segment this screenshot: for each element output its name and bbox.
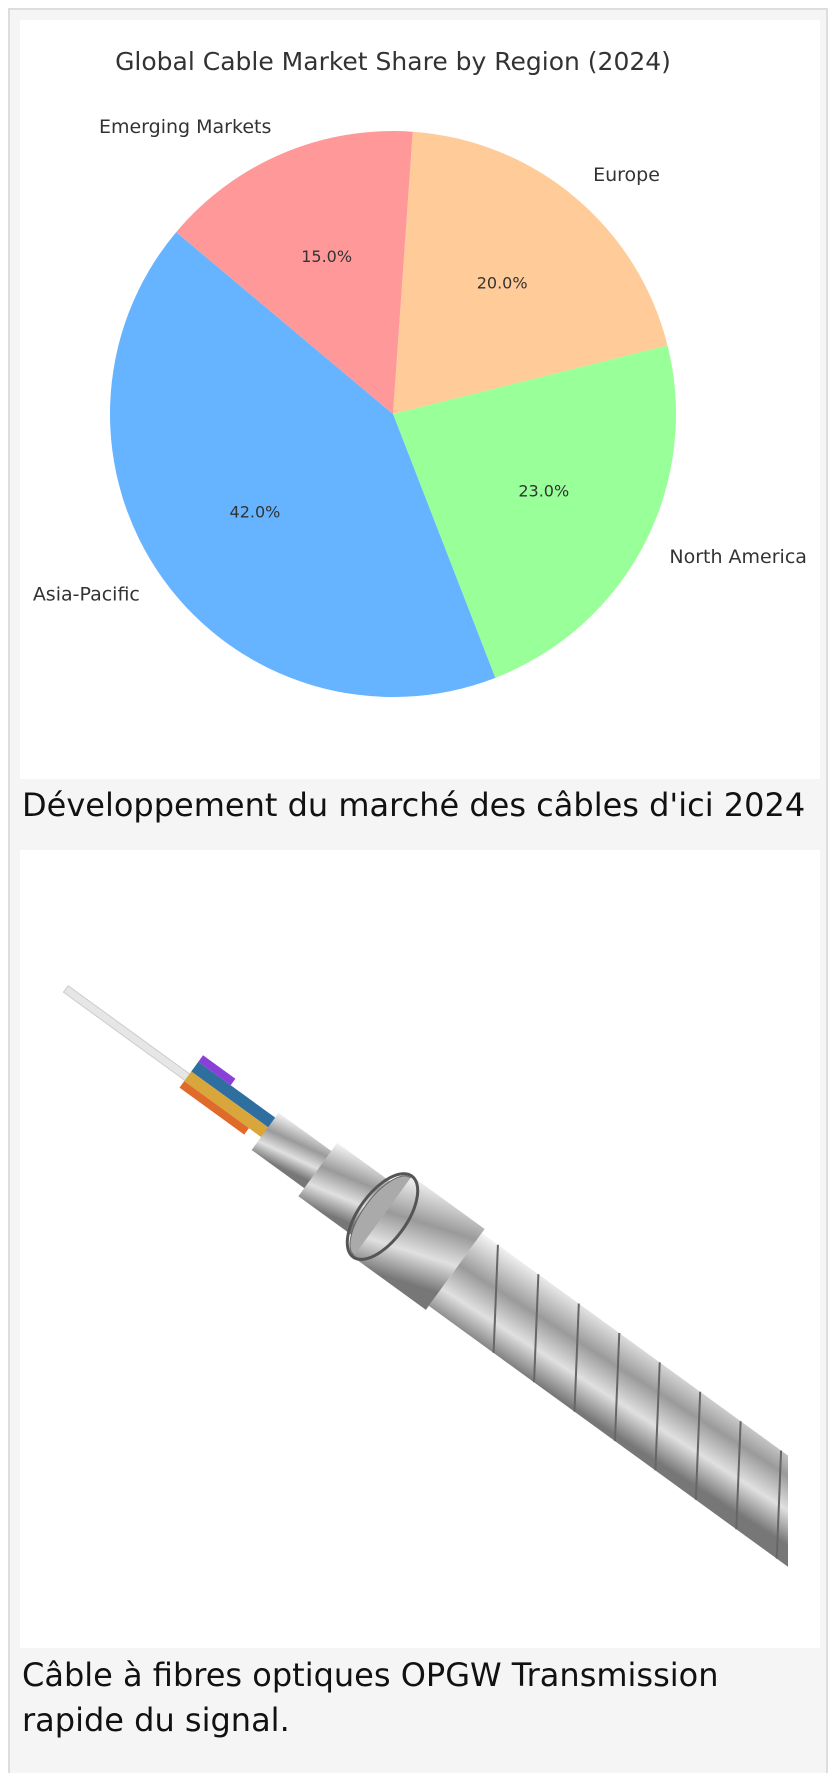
caption: Câble à fibres optiques OPGW Transmissio… [22,1653,812,1743]
cable-image [20,850,820,1648]
cable-drawing [38,947,820,1580]
slice-label: Emerging Markets [99,116,271,138]
chart-title: Global Cable Market Share by Region (202… [115,47,671,76]
slice-label: Europe [593,164,660,186]
value-label: 20.0% [477,273,528,292]
value-label: 23.0% [518,482,569,501]
value-label: 42.0% [230,502,281,521]
slice-label: North America [669,546,807,568]
value-label: 15.0% [301,247,352,266]
caption: Développement du marché des câbles d'ici… [22,783,812,828]
slice-label: Asia-Pacific [33,584,140,606]
chart: Global Cable Market Share by Region (202… [20,20,820,779]
